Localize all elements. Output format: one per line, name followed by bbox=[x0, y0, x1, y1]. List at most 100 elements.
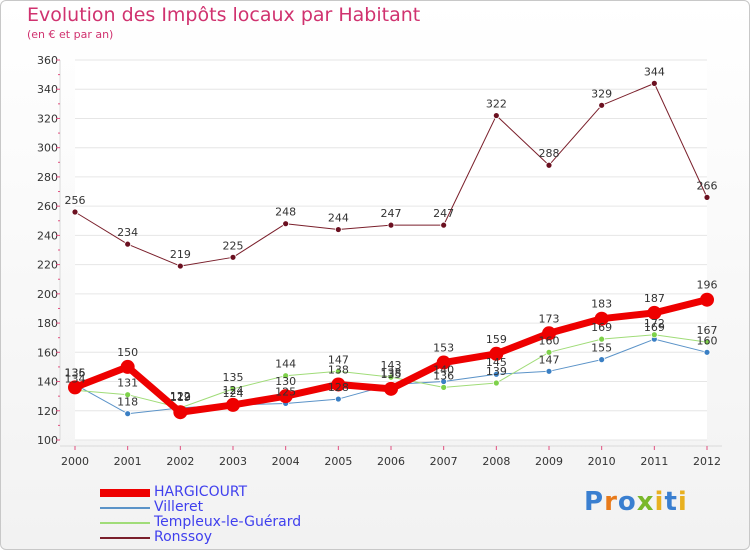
data-point-ronssoy-2008 bbox=[492, 112, 500, 119]
data-point-ronssoy-2000 bbox=[71, 208, 79, 216]
data-point-villeret-2010 bbox=[598, 356, 606, 364]
data-label-hargicourt-2001: 150 bbox=[117, 346, 138, 359]
data-point-hargicourt-2008 bbox=[489, 346, 504, 361]
logo-letter: i bbox=[654, 487, 665, 517]
data-label-hargicourt-2005: 138 bbox=[328, 363, 349, 376]
data-point-villeret-2001 bbox=[124, 410, 132, 418]
data-point-villeret-2005 bbox=[334, 395, 342, 403]
x-tick-label-2012: 2012 bbox=[693, 455, 721, 468]
y-tick-label-360: 360 bbox=[37, 54, 58, 67]
data-label-templeux-le-guerard-2003: 135 bbox=[223, 371, 244, 384]
y-tick-label-180: 180 bbox=[37, 317, 58, 330]
data-label-villeret-2000: 136 bbox=[65, 366, 86, 379]
y-tick-label-280: 280 bbox=[37, 171, 58, 184]
data-label-ronssoy-2012: 266 bbox=[697, 179, 718, 192]
logo-letter: t bbox=[664, 487, 678, 517]
chart-title: Evolution des Impôts locaux par Habitant bbox=[27, 4, 421, 26]
data-point-ronssoy-2012 bbox=[703, 193, 711, 201]
x-tick-label-2010: 2010 bbox=[588, 455, 616, 468]
data-point-ronssoy-2002 bbox=[176, 262, 184, 270]
data-label-villeret-2005: 128 bbox=[328, 381, 349, 394]
y-tick-label-100: 100 bbox=[37, 434, 58, 447]
legend-swatch-ronssoy bbox=[100, 537, 150, 539]
data-label-hargicourt-2010: 183 bbox=[591, 298, 612, 311]
data-point-hargicourt-2007 bbox=[436, 355, 451, 370]
data-label-villeret-2009: 147 bbox=[539, 353, 560, 366]
x-tick-label-2005: 2005 bbox=[324, 455, 352, 468]
data-label-villeret-2008: 145 bbox=[486, 356, 507, 369]
data-point-hargicourt-2004 bbox=[278, 389, 293, 404]
legend-label-templeux: Templeux-le-Guérard bbox=[154, 514, 302, 530]
data-point-ronssoy-2003 bbox=[229, 253, 237, 261]
data-label-villeret-2001: 118 bbox=[117, 396, 138, 409]
legend-label-hargicourt: HARGICOURT bbox=[154, 484, 248, 500]
y-tick-label-240: 240 bbox=[37, 229, 58, 242]
data-point-hargicourt-2002 bbox=[173, 405, 188, 420]
data-point-hargicourt-2006 bbox=[384, 381, 398, 396]
legend-label-ronssoy: Ronssoy bbox=[154, 529, 212, 545]
data-label-ronssoy-2003: 225 bbox=[223, 239, 244, 252]
data-label-templeux-le-guerard-2012: 167 bbox=[697, 324, 718, 337]
data-label-templeux-le-guerard-2004: 144 bbox=[275, 358, 296, 371]
data-label-hargicourt-2002: 119 bbox=[170, 391, 191, 404]
y-tick-label-120: 120 bbox=[37, 405, 58, 418]
data-label-ronssoy-2007: 247 bbox=[433, 207, 454, 220]
data-label-ronssoy-2001: 234 bbox=[117, 226, 138, 239]
x-tick-label-2007: 2007 bbox=[430, 455, 458, 468]
data-label-templeux-le-guerard-2000: 134 bbox=[65, 372, 86, 385]
logo-letter: P bbox=[584, 487, 605, 517]
x-tick-label-2001: 2001 bbox=[114, 455, 142, 468]
data-point-templeux-le-guerard-2011 bbox=[650, 331, 658, 339]
y-tick-label-300: 300 bbox=[37, 142, 58, 155]
data-label-villeret-2006: 138 bbox=[381, 366, 402, 379]
data-point-templeux-le-guerard-2012 bbox=[703, 338, 711, 346]
data-point-templeux-le-guerard-2007 bbox=[440, 383, 448, 391]
data-point-ronssoy-2011 bbox=[650, 79, 658, 87]
data-label-templeux-le-guerard-2005: 147 bbox=[328, 353, 349, 366]
y-tick-label-320: 320 bbox=[37, 112, 58, 125]
logo-letter: o bbox=[617, 487, 637, 517]
data-label-ronssoy-2002: 219 bbox=[170, 248, 191, 261]
x-tick-label-2004: 2004 bbox=[272, 455, 300, 468]
data-point-templeux-le-guerard-2004 bbox=[282, 372, 290, 380]
data-label-hargicourt-2000: 135 bbox=[65, 366, 86, 379]
data-label-hargicourt-2012: 196 bbox=[697, 279, 718, 292]
data-label-templeux-le-guerard-2010: 169 bbox=[591, 321, 612, 334]
proxiti-logo: Proxiti bbox=[584, 487, 688, 517]
data-point-ronssoy-2001 bbox=[124, 240, 132, 248]
x-tick-label-2006: 2006 bbox=[377, 455, 405, 468]
data-label-templeux-le-guerard-2007: 136 bbox=[433, 369, 454, 382]
data-label-ronssoy-2010: 329 bbox=[591, 87, 612, 100]
data-point-ronssoy-2004 bbox=[282, 220, 290, 228]
data-point-villeret-2009 bbox=[545, 367, 553, 375]
x-tick-label-2000: 2000 bbox=[61, 455, 89, 468]
data-point-hargicourt-2001 bbox=[120, 359, 135, 374]
data-label-templeux-le-guerard-2006: 143 bbox=[381, 359, 402, 372]
data-point-templeux-le-guerard-2003 bbox=[229, 385, 237, 393]
y-tick-label-220: 220 bbox=[37, 259, 58, 272]
data-label-villeret-2004: 125 bbox=[275, 385, 296, 398]
legend-label-villeret: Villeret bbox=[154, 499, 204, 515]
y-tick-label-140: 140 bbox=[37, 376, 58, 389]
legend-swatch-templeux bbox=[100, 522, 150, 524]
data-label-hargicourt-2003: 124 bbox=[223, 384, 244, 397]
x-tick-label-2002: 2002 bbox=[166, 455, 194, 468]
y-tick-label-340: 340 bbox=[37, 83, 58, 96]
logo-letter: i bbox=[677, 487, 688, 517]
data-label-hargicourt-2007: 153 bbox=[433, 342, 454, 355]
y-tick-label-200: 200 bbox=[37, 288, 58, 301]
legend-swatch-hargicourt bbox=[100, 489, 150, 497]
data-label-villeret-2012: 160 bbox=[697, 334, 718, 347]
data-label-hargicourt-2011: 187 bbox=[644, 292, 665, 305]
data-label-ronssoy-2000: 256 bbox=[65, 194, 86, 207]
data-label-hargicourt-2008: 159 bbox=[486, 333, 507, 346]
data-label-hargicourt-2006: 135 bbox=[381, 368, 402, 381]
y-tick-label-160: 160 bbox=[37, 346, 58, 359]
legend-swatch-villeret bbox=[100, 507, 150, 509]
data-label-templeux-le-guerard-2001: 131 bbox=[117, 377, 138, 390]
data-label-ronssoy-2008: 322 bbox=[486, 98, 507, 111]
data-point-villeret-2012 bbox=[703, 348, 711, 356]
data-label-ronssoy-2004: 248 bbox=[275, 206, 296, 219]
data-point-ronssoy-2007 bbox=[440, 221, 448, 229]
